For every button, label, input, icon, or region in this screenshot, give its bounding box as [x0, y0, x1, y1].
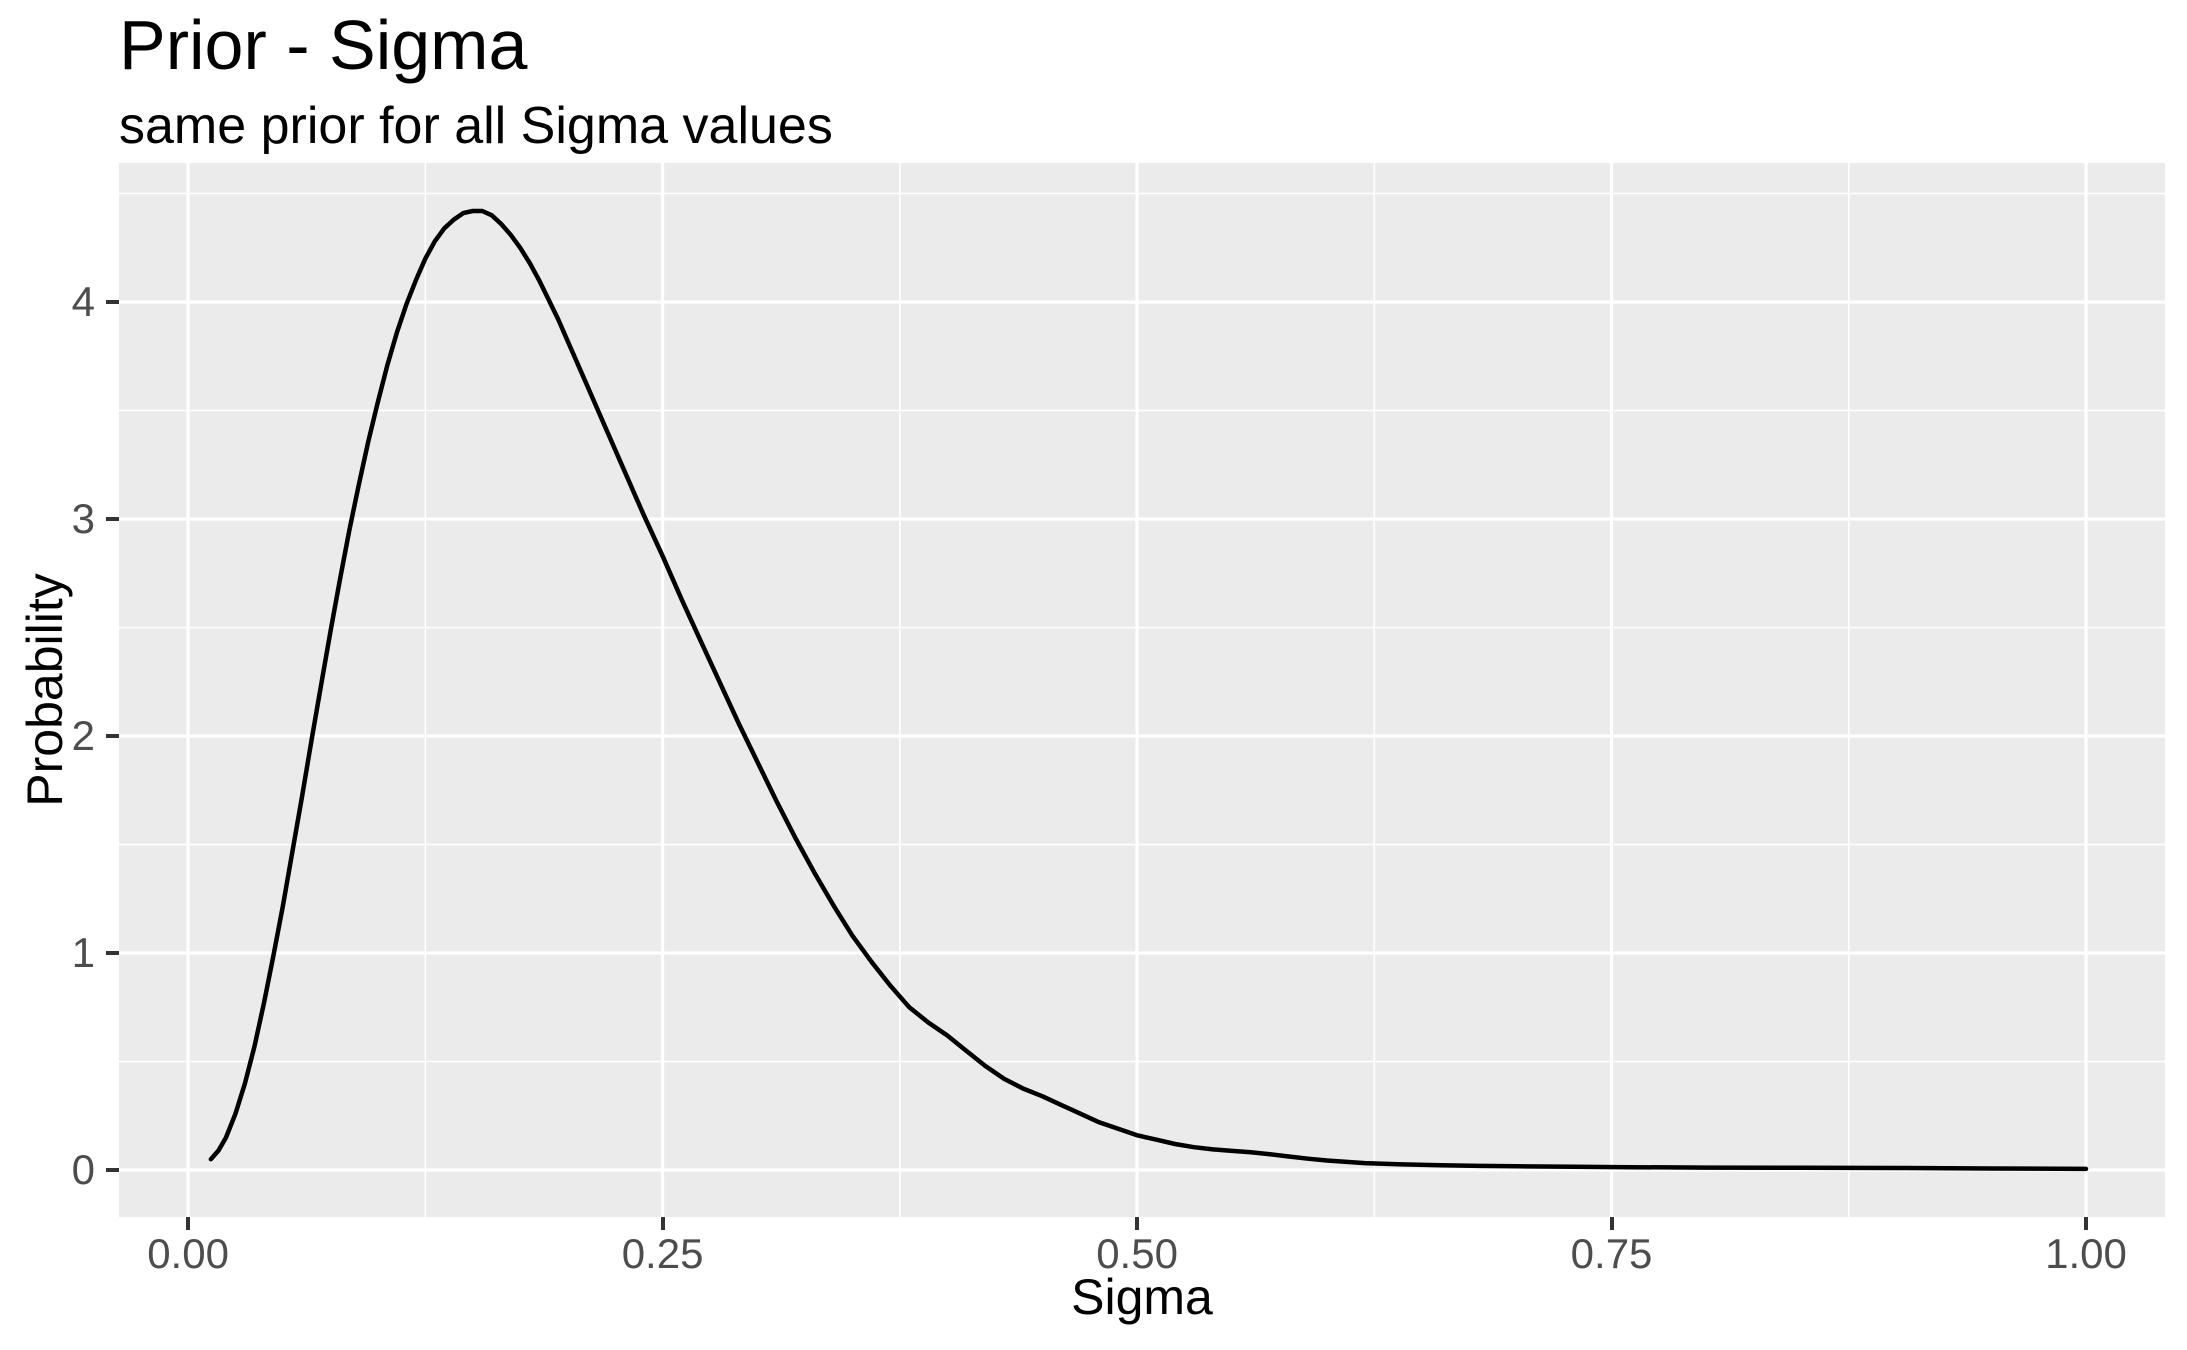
x-tick-label: 1.00	[2045, 1230, 2127, 1277]
x-tick-mark	[1135, 1217, 1140, 1230]
y-tick-mark	[106, 951, 119, 956]
y-axis-title: Probability	[17, 573, 73, 807]
x-tick-label: 0.25	[621, 1230, 704, 1277]
y-tick-mark	[106, 1168, 119, 1172]
plot-title: Prior - Sigma	[119, 6, 528, 84]
x-tick-mark	[660, 1217, 665, 1230]
x-tick-label: 0.75	[1570, 1230, 1653, 1277]
plot-canvas	[119, 163, 2165, 1217]
x-tick-label: 0.00	[147, 1230, 229, 1277]
density-curve-prior-density	[208, 208, 2089, 1172]
y-tick-label: 0	[71, 1146, 95, 1193]
y-tick-label: 3	[71, 495, 95, 543]
x-axis-title: Sigma	[1071, 1269, 1213, 1325]
y-tick-mark	[106, 300, 119, 305]
y-tick-label: 1	[71, 929, 95, 977]
y-tick-label: 2	[71, 712, 95, 760]
y-tick-label: 4	[71, 278, 95, 326]
x-tick-mark	[186, 1217, 191, 1230]
plot-panel	[119, 163, 2165, 1217]
plot-subtitle: same prior for all Sigma values	[119, 97, 833, 155]
y-tick-mark	[106, 517, 119, 522]
x-tick-mark	[2084, 1217, 2089, 1230]
x-tick-label: 0.50	[1096, 1230, 1178, 1277]
x-tick-mark	[1609, 1217, 1614, 1230]
y-tick-mark	[106, 734, 119, 739]
